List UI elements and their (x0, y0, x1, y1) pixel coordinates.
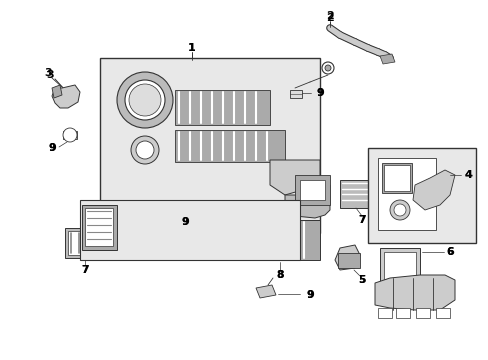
Bar (299, 180, 325, 200)
Polygon shape (412, 170, 454, 210)
Circle shape (325, 65, 330, 71)
Bar (82, 205, 117, 250)
Text: 9: 9 (306, 290, 313, 300)
Bar (339, 180, 371, 208)
Bar (383, 165, 409, 191)
Bar (80, 200, 299, 260)
Polygon shape (52, 85, 62, 98)
Bar (65, 228, 105, 258)
Polygon shape (334, 245, 359, 270)
Polygon shape (379, 54, 394, 64)
Bar (379, 248, 419, 283)
Circle shape (117, 72, 173, 128)
Polygon shape (190, 230, 207, 244)
Text: 9: 9 (315, 88, 323, 98)
Text: 9: 9 (48, 143, 55, 153)
Bar (367, 148, 475, 243)
Text: 8: 8 (276, 270, 283, 280)
Text: 6: 6 (446, 247, 452, 257)
Bar (383, 252, 415, 279)
Circle shape (63, 128, 77, 142)
Circle shape (389, 200, 409, 220)
Text: 7: 7 (81, 265, 89, 275)
Text: 9: 9 (181, 217, 188, 227)
Text: 1: 1 (188, 43, 196, 53)
Circle shape (136, 141, 154, 159)
Bar (68, 231, 102, 255)
Text: 6: 6 (445, 247, 453, 257)
Text: 5: 5 (357, 275, 365, 285)
Bar (377, 158, 435, 230)
Polygon shape (269, 160, 319, 195)
Circle shape (131, 136, 159, 164)
Text: 7: 7 (357, 215, 365, 225)
Bar (175, 90, 269, 125)
Bar (294, 175, 329, 205)
Circle shape (393, 204, 405, 216)
Circle shape (321, 62, 333, 74)
Bar (85, 208, 113, 246)
Bar (63, 131, 77, 139)
Text: 5: 5 (358, 275, 365, 285)
Text: 4: 4 (463, 170, 471, 180)
Text: 3: 3 (46, 70, 54, 80)
Polygon shape (285, 185, 329, 218)
Text: 4: 4 (463, 170, 471, 180)
Text: 9: 9 (305, 290, 313, 300)
Bar (337, 253, 359, 268)
Bar (395, 308, 409, 318)
Text: 7: 7 (358, 215, 365, 225)
Bar (435, 308, 449, 318)
Bar (415, 308, 429, 318)
Polygon shape (374, 275, 454, 310)
Text: 7: 7 (81, 265, 88, 275)
Bar (100, 58, 319, 233)
Text: 9: 9 (48, 143, 56, 153)
Text: 9: 9 (316, 88, 323, 98)
Circle shape (129, 84, 161, 116)
Text: 8: 8 (276, 270, 284, 280)
Bar (289, 90, 302, 98)
Polygon shape (256, 285, 275, 298)
Text: 2: 2 (325, 11, 333, 21)
Text: 3: 3 (44, 68, 52, 78)
Text: 9: 9 (181, 217, 188, 227)
Circle shape (125, 80, 164, 120)
Polygon shape (52, 85, 80, 108)
Bar (381, 163, 411, 193)
Text: 2: 2 (325, 13, 333, 23)
Text: 1: 1 (188, 43, 196, 53)
Bar (229, 220, 319, 260)
Bar (175, 130, 285, 162)
Bar (377, 308, 391, 318)
